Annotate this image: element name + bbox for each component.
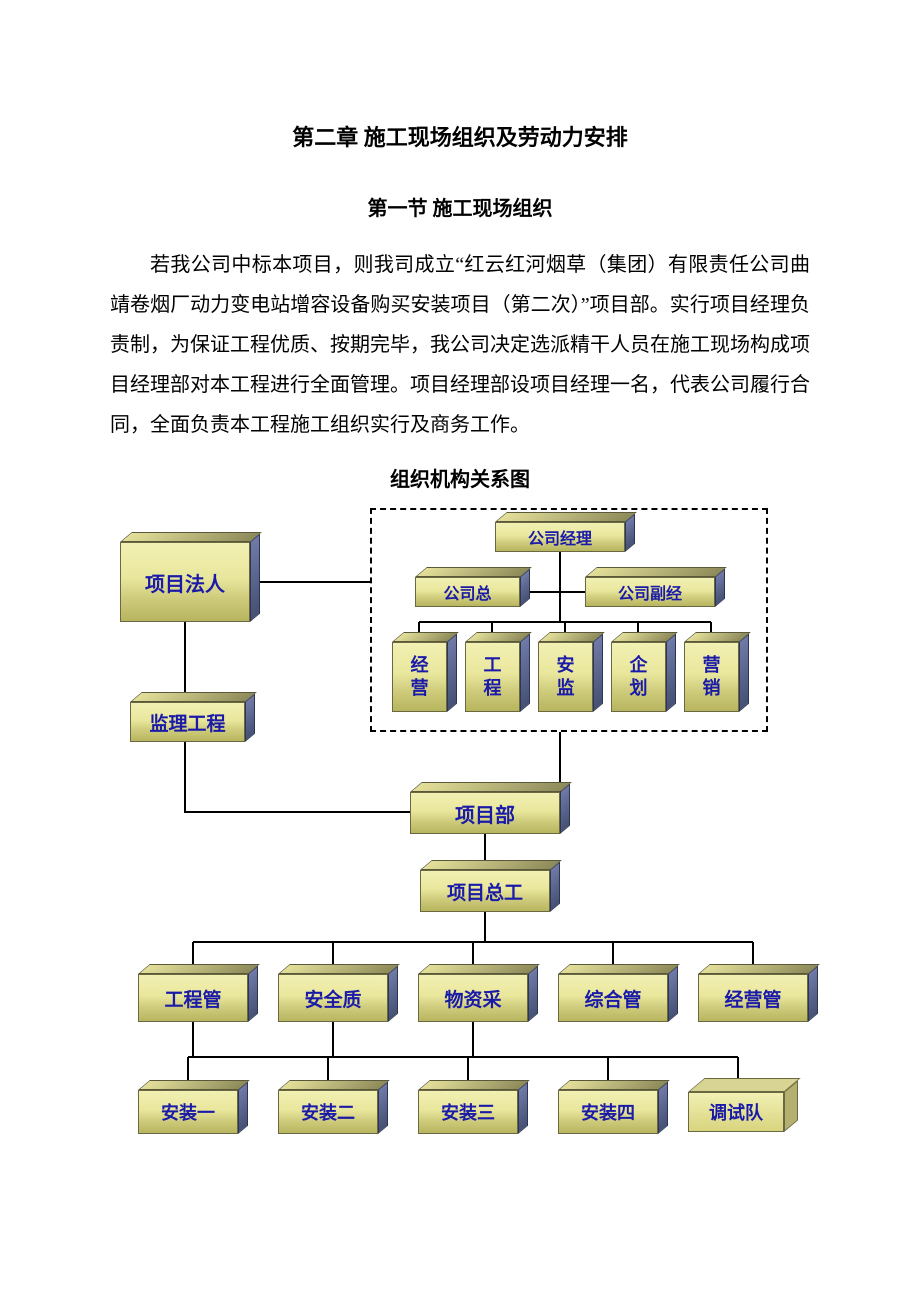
node-sup: 监理工程 — [130, 702, 245, 742]
node-legal: 项目法人 — [120, 542, 250, 622]
document-page: 第二章 施工现场组织及劳动力安排 第一节 施工现场组织 若我公司中标本项目，则我… — [0, 0, 920, 1222]
node-label: 安装二 — [301, 1099, 355, 1125]
section-title: 第一节 施工现场组织 — [110, 192, 810, 221]
node-t4: 安装四 — [558, 1090, 658, 1134]
node-label: 经营 — [411, 654, 429, 701]
node-t3: 安装三 — [418, 1090, 518, 1134]
node-label: 物资采 — [444, 985, 501, 1012]
node-label: 经营管 — [724, 985, 781, 1012]
node-label: 安装一 — [161, 1099, 215, 1125]
node-label: 综合管 — [584, 985, 641, 1012]
node-d4: 企划 — [611, 642, 666, 712]
node-label: 调试队 — [709, 1099, 763, 1125]
node-pd: 项目部 — [410, 792, 560, 834]
node-t5: 调试队 — [688, 1092, 784, 1132]
node-label: 监理工程 — [149, 709, 225, 736]
node-label: 公司经理 — [528, 525, 592, 549]
node-label: 安装四 — [581, 1099, 635, 1125]
chapter-title: 第二章 施工现场组织及劳动力安排 — [110, 120, 810, 152]
node-t2: 安装二 — [278, 1090, 378, 1134]
node-gm: 公司经理 — [495, 522, 625, 552]
node-pce: 项目总工 — [420, 870, 550, 912]
node-m5: 经营管 — [698, 974, 808, 1022]
node-label: 工程管 — [164, 985, 221, 1012]
node-m2: 安全质 — [278, 974, 388, 1022]
node-t1: 安装一 — [138, 1090, 238, 1134]
node-d5: 营销 — [684, 642, 739, 712]
node-m4: 综合管 — [558, 974, 668, 1022]
org-chart: 项目法人公司经理公司总公司副经经营工程安监企划营销监理工程项目部项目总工工程管安… — [110, 502, 810, 1182]
node-label: 安全质 — [304, 985, 361, 1012]
node-d3: 安监 — [538, 642, 593, 712]
diagram-title: 组织机构关系图 — [110, 463, 810, 492]
node-m1: 工程管 — [138, 974, 248, 1022]
node-m3: 物资采 — [418, 974, 528, 1022]
node-label: 安监 — [557, 654, 575, 701]
node-label: 项目法人 — [145, 568, 225, 597]
node-vgm: 公司副经 — [585, 577, 715, 607]
node-label: 企划 — [630, 654, 648, 701]
body-paragraph: 若我公司中标本项目，则我司成立“红云红河烟草（集团）有限责任公司曲靖卷烟厂动力变… — [110, 245, 810, 445]
node-d2: 工程 — [465, 642, 520, 712]
node-label: 项目总工 — [447, 878, 523, 905]
node-label: 工程 — [484, 654, 502, 701]
node-label: 营销 — [703, 654, 721, 701]
node-label: 公司副经 — [618, 580, 682, 604]
node-label: 项目部 — [455, 799, 515, 828]
node-chief: 公司总 — [415, 577, 520, 607]
node-label: 公司总 — [443, 580, 491, 604]
node-label: 安装三 — [441, 1099, 495, 1125]
node-d1: 经营 — [392, 642, 447, 712]
